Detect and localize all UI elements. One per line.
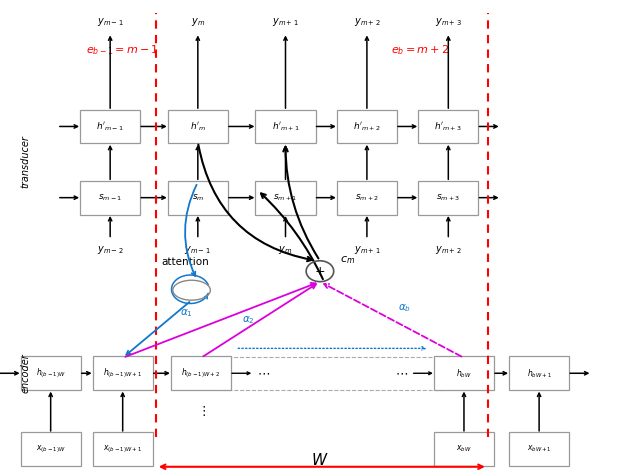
Text: $y_{m-1}$: $y_{m-1}$: [97, 16, 124, 28]
FancyBboxPatch shape: [171, 357, 231, 390]
Text: $h'_m$: $h'_m$: [189, 120, 206, 133]
Text: $y_{m+3}$: $y_{m+3}$: [435, 16, 461, 28]
FancyBboxPatch shape: [93, 432, 153, 466]
Text: $y_{m-1}$: $y_{m-1}$: [184, 244, 211, 256]
Text: $y_m$: $y_m$: [191, 16, 205, 28]
Text: $\alpha_2$: $\alpha_2$: [241, 314, 254, 326]
Text: attention: attention: [161, 258, 209, 268]
FancyBboxPatch shape: [434, 432, 494, 466]
Text: $W$: $W$: [311, 452, 329, 468]
Text: $s_{m+2}$: $s_{m+2}$: [355, 192, 379, 203]
Text: $x_{bW+1}$: $x_{bW+1}$: [527, 444, 552, 455]
Text: $y_{m+2}$: $y_{m+2}$: [354, 16, 380, 28]
Text: $h_{(b-1)W}$: $h_{(b-1)W}$: [36, 367, 65, 380]
Text: $\cdots$: $\cdots$: [257, 367, 270, 380]
Text: $y_m$: $y_m$: [278, 244, 292, 256]
Text: $s_{m-1}$: $s_{m-1}$: [98, 192, 122, 203]
Text: $h_{bW+1}$: $h_{bW+1}$: [527, 367, 552, 379]
Text: $h_{bW}$: $h_{bW}$: [456, 367, 472, 379]
FancyBboxPatch shape: [255, 181, 316, 215]
FancyBboxPatch shape: [337, 181, 397, 215]
Text: $y_{m+1}$: $y_{m+1}$: [272, 16, 299, 28]
Text: $c_m$: $c_m$: [340, 255, 355, 267]
Text: $h'_{m+2}$: $h'_{m+2}$: [353, 120, 381, 133]
FancyBboxPatch shape: [80, 181, 140, 215]
Text: $\cdots$: $\cdots$: [395, 367, 408, 380]
Text: $x_{bW}$: $x_{bW}$: [456, 444, 472, 455]
FancyBboxPatch shape: [221, 357, 444, 390]
Text: $\alpha_b$: $\alpha_b$: [398, 302, 411, 314]
FancyBboxPatch shape: [509, 357, 569, 390]
FancyBboxPatch shape: [337, 109, 397, 143]
FancyBboxPatch shape: [168, 109, 228, 143]
FancyBboxPatch shape: [434, 357, 494, 390]
FancyBboxPatch shape: [419, 181, 478, 215]
Text: $h_{(b-1)W+1}$: $h_{(b-1)W+1}$: [103, 367, 142, 380]
FancyBboxPatch shape: [168, 181, 228, 215]
Text: $y_{m-2}$: $y_{m-2}$: [97, 244, 124, 256]
Text: $y_{m+2}$: $y_{m+2}$: [435, 244, 461, 256]
Text: $e_b=m+2$: $e_b=m+2$: [391, 44, 449, 58]
Text: $h_{(b-1)W+2}$: $h_{(b-1)W+2}$: [181, 367, 221, 380]
Text: $h'_{m-1}$: $h'_{m-1}$: [96, 120, 124, 133]
FancyBboxPatch shape: [419, 109, 478, 143]
Text: $s_m$: $s_m$: [191, 192, 204, 203]
FancyBboxPatch shape: [93, 357, 153, 390]
FancyBboxPatch shape: [80, 109, 140, 143]
Text: $h'_{m+3}$: $h'_{m+3}$: [435, 120, 462, 133]
Text: $s_{m+3}$: $s_{m+3}$: [436, 192, 460, 203]
Text: $x_{(b-1)W}$: $x_{(b-1)W}$: [36, 443, 65, 455]
FancyBboxPatch shape: [509, 432, 569, 466]
Text: $\vdots$: $\vdots$: [196, 404, 205, 418]
Text: transducer: transducer: [20, 136, 31, 188]
FancyBboxPatch shape: [20, 357, 81, 390]
Text: $y_{m+1}$: $y_{m+1}$: [353, 244, 380, 256]
Text: $s_{m+1}$: $s_{m+1}$: [273, 192, 298, 203]
Text: $\alpha_1$: $\alpha_1$: [180, 307, 193, 318]
Text: $h'_{m+1}$: $h'_{m+1}$: [271, 120, 300, 133]
Text: $e_{b-1}=m-1$: $e_{b-1}=m-1$: [86, 44, 159, 58]
FancyBboxPatch shape: [255, 109, 316, 143]
Text: encoder: encoder: [20, 353, 31, 393]
Text: $x_{(b-1)W+1}$: $x_{(b-1)W+1}$: [103, 443, 142, 455]
FancyBboxPatch shape: [20, 432, 81, 466]
Text: +: +: [315, 265, 325, 278]
